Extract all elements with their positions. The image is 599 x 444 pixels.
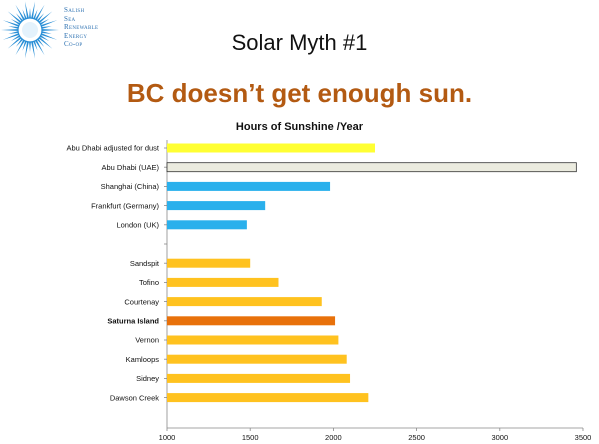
- sun-ray: [37, 11, 53, 24]
- sun-ray: [1, 29, 20, 31]
- bar: [167, 316, 336, 326]
- chart-title: Hours of Sunshine /Year: [236, 121, 364, 133]
- sun-ray: [22, 9, 28, 21]
- sun-ray: [30, 40, 36, 59]
- bar: [167, 201, 266, 211]
- sun-ray: [2, 20, 21, 28]
- sun-ray: [29, 40, 31, 52]
- bar: [167, 335, 339, 345]
- sun-ray: [24, 1, 30, 20]
- sun-ray: [22, 39, 28, 51]
- sun-ray: [38, 19, 50, 26]
- x-tick-label: 3000: [491, 433, 508, 442]
- category-label: Abu Dhabi (UAE): [101, 163, 159, 172]
- sun-ray: [10, 19, 22, 26]
- bar: [167, 277, 279, 287]
- x-tick-label: 1000: [159, 433, 176, 442]
- sun-ray: [40, 30, 52, 34]
- sun-ray: [30, 1, 36, 20]
- bar: [167, 373, 351, 383]
- sun-ray: [32, 9, 38, 21]
- sun-logo-icon: [1, 1, 59, 59]
- sun-ray: [15, 38, 26, 56]
- category-label: Sandspit: [130, 259, 160, 268]
- sun-ray: [34, 4, 45, 22]
- sunshine-bar-chart: Hours of Sunshine /Year 1000 1500 2000 2500 3…: [66, 121, 592, 442]
- category-label: Saturna Island: [107, 317, 159, 326]
- sun-ray: [32, 39, 38, 51]
- category-label: Frankfurt (Germany): [91, 201, 159, 210]
- logo-line: Salish: [64, 6, 85, 14]
- logo-text: Salish Sea Renewable Energy Co-op: [64, 6, 98, 49]
- sun-ray: [37, 36, 53, 49]
- logo-line: Sea: [64, 14, 76, 23]
- category-label: Shanghai (China): [101, 182, 160, 191]
- sun-ray: [15, 37, 24, 47]
- category-label: Courtenay: [124, 297, 159, 306]
- slide-subtitle: BC doesn’t get enough sun.: [126, 78, 473, 108]
- bar: [167, 297, 322, 307]
- sun-ray: [7, 11, 23, 24]
- sun-ray: [8, 26, 20, 30]
- x-tick-label: 3500: [575, 433, 592, 442]
- sun-ray: [38, 34, 50, 41]
- sun-ray: [15, 4, 26, 22]
- sun-ray: [8, 30, 20, 34]
- category-label: London (UK): [116, 221, 159, 230]
- bar: [167, 258, 251, 268]
- sun-ray: [10, 34, 22, 41]
- category-label: Sidney: [136, 374, 159, 383]
- sun-ray: [39, 32, 58, 40]
- sun-ray: [40, 26, 52, 30]
- category-label: Tofino: [139, 278, 159, 287]
- category-label: Kamloops: [126, 355, 160, 364]
- sun-ray: [15, 13, 24, 23]
- category-label: Abu Dhabi adjusted for dust: [66, 144, 159, 153]
- bar: [167, 181, 331, 191]
- sun-ray: [36, 37, 45, 47]
- sun-ray: [7, 36, 23, 49]
- bar: [166, 162, 577, 173]
- sun-ray: [34, 38, 45, 56]
- logo-line: Co-op: [64, 40, 83, 48]
- x-tick-label: 2500: [408, 433, 425, 442]
- bar: [167, 354, 347, 364]
- sun-ray: [24, 40, 30, 59]
- x-tick-label: 2000: [325, 433, 342, 442]
- logo-line: Renewable: [64, 23, 99, 31]
- sun-ray: [39, 20, 58, 28]
- category-label: Dawson Creek: [110, 393, 159, 402]
- logo-line: Energy: [64, 31, 88, 40]
- x-tick-label: 1500: [242, 433, 259, 442]
- bar: [167, 143, 375, 153]
- bar: [167, 220, 247, 230]
- sun-ray: [36, 13, 45, 23]
- sun-ray: [29, 8, 31, 20]
- slide-title: Solar Myth #1: [231, 30, 368, 55]
- coop-logo: Salish Sea Renewable Energy Co-op: [0, 0, 110, 62]
- category-label: Vernon: [135, 336, 159, 345]
- sun-ray: [2, 32, 21, 40]
- sun-ray: [40, 29, 59, 31]
- bar: [167, 393, 369, 403]
